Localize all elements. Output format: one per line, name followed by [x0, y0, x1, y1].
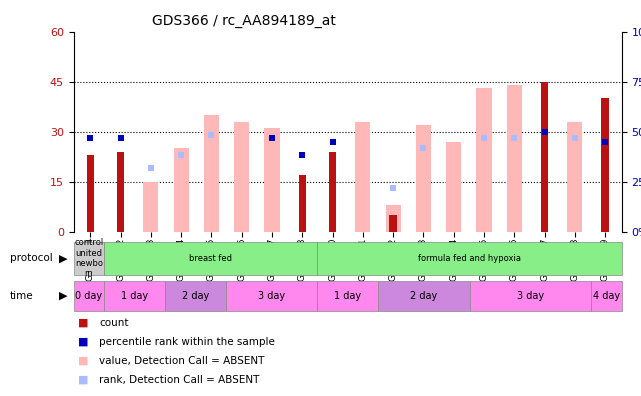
Text: 3 day: 3 day [517, 291, 544, 301]
Text: GDS366 / rc_AA894189_at: GDS366 / rc_AA894189_at [152, 14, 335, 28]
Bar [601, 98, 609, 232]
Text: rank, Detection Call = ABSENT: rank, Detection Call = ABSENT [99, 375, 260, 385]
Bar [389, 215, 397, 232]
Text: value, Detection Call = ABSENT: value, Detection Call = ABSENT [99, 356, 265, 366]
Bar [165, 281, 226, 311]
Bar [234, 122, 249, 232]
Bar [299, 175, 306, 232]
Text: ■: ■ [78, 337, 88, 347]
Bar [591, 281, 622, 311]
Text: control
united
newbo
rn: control united newbo rn [74, 238, 104, 278]
Text: 4 day: 4 day [593, 291, 620, 301]
Bar [317, 281, 378, 311]
Text: percentile rank within the sample: percentile rank within the sample [99, 337, 275, 347]
Bar [265, 128, 279, 232]
Bar [469, 281, 591, 311]
Text: 1 day: 1 day [334, 291, 362, 301]
Bar [87, 155, 94, 232]
Bar [329, 152, 337, 232]
Text: ■: ■ [78, 318, 88, 328]
Text: count: count [99, 318, 129, 328]
Text: 1 day: 1 day [121, 291, 148, 301]
Text: time: time [10, 291, 33, 301]
Text: formula fed and hypoxia: formula fed and hypoxia [418, 254, 521, 263]
Bar [567, 122, 583, 232]
Bar [416, 125, 431, 232]
Text: 0 day: 0 day [76, 291, 103, 301]
Bar [317, 242, 622, 275]
Bar [355, 122, 370, 232]
Bar [476, 88, 492, 232]
Bar [226, 281, 317, 311]
Text: ■: ■ [78, 375, 88, 385]
Text: protocol: protocol [10, 253, 53, 263]
Text: ▶: ▶ [58, 253, 67, 263]
Bar [74, 242, 104, 275]
Bar [174, 148, 189, 232]
Text: ■: ■ [78, 356, 88, 366]
Text: 2 day: 2 day [182, 291, 209, 301]
Bar [446, 142, 462, 232]
Bar [541, 82, 548, 232]
Bar [144, 182, 158, 232]
Text: 2 day: 2 day [410, 291, 438, 301]
Bar [117, 152, 124, 232]
Bar [104, 242, 317, 275]
Bar [506, 85, 522, 232]
Bar [204, 115, 219, 232]
Bar [378, 281, 469, 311]
Bar [74, 281, 104, 311]
Text: ▶: ▶ [58, 291, 67, 301]
Bar [104, 281, 165, 311]
Text: 3 day: 3 day [258, 291, 285, 301]
Text: breast fed: breast fed [189, 254, 232, 263]
Bar [386, 205, 401, 232]
